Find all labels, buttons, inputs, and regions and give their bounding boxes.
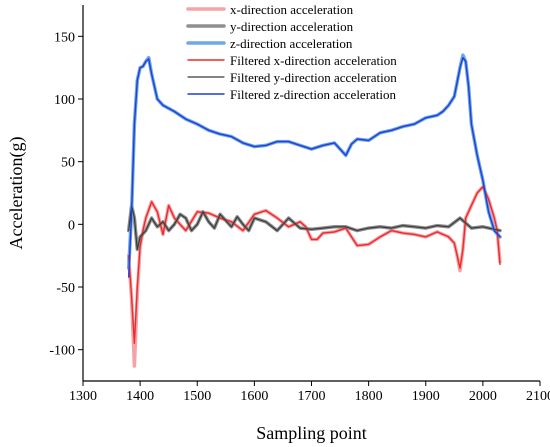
y-tick-label: -50 (56, 281, 75, 296)
x-tick-label: 2000 (469, 389, 497, 404)
x-tick-label: 1400 (126, 389, 154, 404)
plot-area (126, 53, 502, 368)
x-tick-label: 1800 (355, 389, 383, 404)
series-line-3 (127, 186, 501, 345)
x-tick-label: 1500 (183, 389, 211, 404)
x-tick-label: 1700 (298, 389, 326, 404)
legend-label-4: Filtered y-direction acceleration (230, 70, 397, 85)
x-tick-label: 1600 (240, 389, 268, 404)
axes: 130014001500160017001800190020002100-100… (49, 5, 550, 404)
y-tick-label: 0 (68, 218, 75, 233)
y-tick-label: 150 (54, 30, 75, 45)
legend-label-0: x-direction acceleration (230, 2, 354, 17)
legend-label-1: y-direction acceleration (230, 19, 354, 34)
series-line-4 (128, 204, 501, 250)
x-axis-label: Sampling point (256, 423, 367, 443)
y-tick-label: 100 (54, 93, 75, 108)
series-line-5 (127, 56, 501, 278)
y-axis-label: Acceleration(g) (6, 137, 27, 250)
legend-label-3: Filtered x-direction acceleration (230, 53, 397, 68)
legend-label-2: z-direction acceleration (230, 36, 353, 51)
legend-label-5: Filtered z-direction acceleration (230, 87, 397, 102)
legend: x-direction acceleration y-direction acce… (186, 2, 397, 102)
y-tick-label: -100 (49, 344, 75, 359)
x-tick-label: 2100 (526, 389, 550, 404)
x-tick-label: 1300 (69, 389, 97, 404)
x-tick-label: 1900 (412, 389, 440, 404)
series-line-0 (126, 184, 502, 368)
y-tick-label: 50 (61, 156, 75, 171)
